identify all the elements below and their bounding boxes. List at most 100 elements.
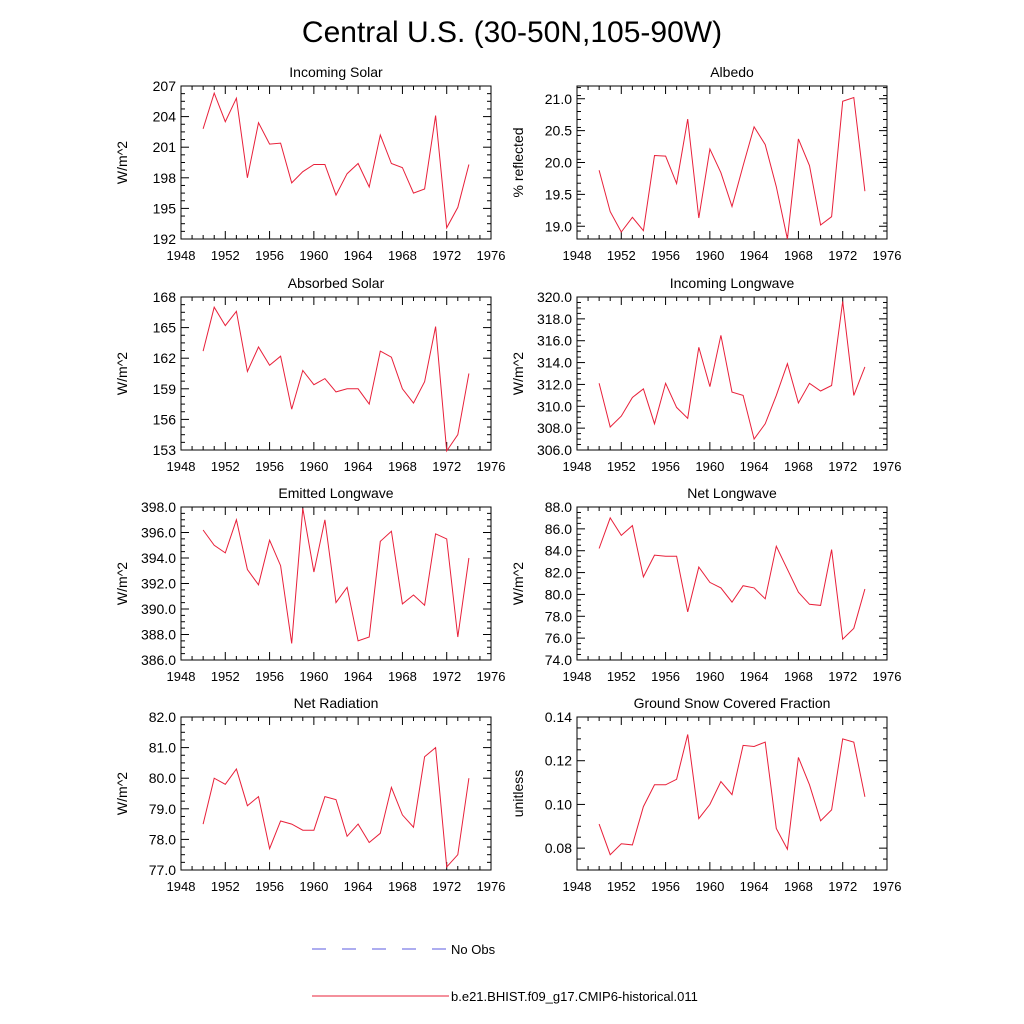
x-tick-label: 1956 (255, 669, 284, 684)
panel-2: Absorbed Solar W/m^2 1948 1952 1956 1960 1964 1… (114, 275, 505, 474)
x-tick-label: 1948 (563, 459, 592, 474)
panel-6: Net Radiation W/m^2 1948 1952 1956 1960 1964 19… (114, 695, 505, 894)
y-tick-label: 153 (153, 442, 177, 458)
series-line (202, 91, 470, 230)
x-tick-label: 1956 (651, 669, 680, 684)
y-tick-label: 398.0 (141, 499, 176, 515)
legend-label: No Obs (451, 942, 496, 957)
x-tick-label: 1976 (477, 248, 506, 263)
y-axis-label: W/m^2 (510, 562, 526, 605)
x-tick-label: 1976 (873, 669, 902, 684)
x-tick-label: 1960 (299, 248, 328, 263)
panel-1: Albedo % reflected 1948 1952 1956 1960 1964 196… (510, 64, 901, 263)
x-tick-label: 1948 (167, 669, 196, 684)
y-tick-label: 168 (153, 289, 177, 305)
y-axis-label: unitless (510, 770, 526, 817)
y-tick-label: 78.0 (545, 608, 572, 624)
y-tick-label: 0.14 (545, 709, 572, 725)
y-tick-label: 80.0 (149, 770, 176, 786)
x-tick-label: 1956 (255, 879, 284, 894)
x-tick-label: 1964 (740, 248, 769, 263)
y-tick-label: 310.0 (537, 398, 572, 414)
panel-7: Ground Snow Covered Fraction unitless 1948… (510, 695, 901, 894)
series-line (598, 301, 866, 441)
y-tick-label: 388.0 (141, 627, 176, 643)
x-tick-label: 1956 (255, 248, 284, 263)
x-tick-label: 1976 (477, 669, 506, 684)
plot-frame (180, 85, 492, 240)
x-tick-label: 1948 (563, 669, 592, 684)
x-tick-label: 1976 (477, 879, 506, 894)
panels: Incoming Solar W/m^2 1948 1952 1956 1960 1964 1… (114, 64, 901, 894)
y-tick-label: 390.0 (141, 601, 176, 617)
x-tick-label: 1968 (784, 459, 813, 474)
x-tick-label: 1960 (299, 879, 328, 894)
x-tick-label: 1960 (299, 669, 328, 684)
x-tick-label: 1952 (607, 669, 636, 684)
y-axis-label: W/m^2 (510, 352, 526, 395)
x-tick-label: 1972 (828, 669, 857, 684)
y-tick-label: 312.0 (537, 376, 572, 392)
y-tick-label: 204 (153, 109, 177, 125)
y-tick-label: 19.0 (545, 218, 572, 234)
y-tick-label: 394.0 (141, 550, 176, 566)
y-tick-label: 77.0 (149, 862, 176, 878)
y-tick-label: 314.0 (537, 355, 572, 371)
x-tick-label: 1948 (167, 248, 196, 263)
x-tick-label: 1972 (432, 459, 461, 474)
x-tick-label: 1948 (563, 879, 592, 894)
plot-frame (576, 506, 888, 661)
y-tick-label: 392.0 (141, 576, 176, 592)
panel-title: Incoming Longwave (670, 275, 795, 291)
x-tick-label: 1960 (695, 879, 724, 894)
y-tick-label: 84.0 (545, 543, 572, 559)
y-tick-label: 0.10 (545, 796, 572, 812)
y-tick-label: 0.08 (545, 840, 572, 856)
x-tick-label: 1972 (432, 879, 461, 894)
x-tick-label: 1956 (255, 459, 284, 474)
panel-title: Absorbed Solar (288, 275, 385, 291)
y-tick-label: 82.0 (545, 565, 572, 581)
x-tick-label: 1964 (740, 879, 769, 894)
x-tick-label: 1964 (344, 459, 373, 474)
y-tick-label: 74.0 (545, 652, 572, 668)
panel-title: Ground Snow Covered Fraction (634, 695, 831, 711)
x-tick-label: 1956 (651, 459, 680, 474)
y-tick-label: 78.0 (149, 831, 176, 847)
x-tick-label: 1952 (211, 879, 240, 894)
x-tick-label: 1972 (432, 248, 461, 263)
y-tick-label: 306.0 (537, 442, 572, 458)
y-tick-label: 162 (153, 350, 177, 366)
x-tick-label: 1952 (607, 248, 636, 263)
x-tick-label: 1952 (607, 879, 636, 894)
y-tick-label: 201 (153, 139, 177, 155)
x-tick-label: 1964 (740, 459, 769, 474)
y-tick-label: 79.0 (149, 801, 176, 817)
y-tick-label: 308.0 (537, 420, 572, 436)
series-line (202, 746, 470, 869)
y-tick-label: 20.0 (545, 155, 572, 171)
series-line (598, 516, 866, 641)
panel-title: Net Radiation (294, 695, 379, 711)
y-axis-label: W/m^2 (114, 352, 130, 395)
y-tick-label: 0.12 (545, 753, 572, 769)
x-tick-label: 1976 (873, 248, 902, 263)
x-tick-label: 1972 (828, 248, 857, 263)
x-tick-label: 1964 (344, 669, 373, 684)
panel-3: Incoming Longwave W/m^2 1948 1952 1956 1960 19… (510, 275, 901, 474)
x-tick-label: 1956 (651, 879, 680, 894)
y-tick-label: 207 (153, 78, 177, 94)
x-tick-label: 1952 (607, 459, 636, 474)
x-tick-label: 1968 (388, 248, 417, 263)
y-tick-label: 86.0 (545, 521, 572, 537)
y-tick-label: 19.5 (545, 186, 572, 202)
y-tick-label: 195 (153, 200, 177, 216)
figure-title: Central U.S. (30-50N,105-90W) (302, 16, 722, 49)
y-axis-label: W/m^2 (114, 562, 130, 605)
x-tick-label: 1976 (477, 459, 506, 474)
x-tick-label: 1948 (167, 459, 196, 474)
x-tick-label: 1952 (211, 459, 240, 474)
y-tick-label: 192 (153, 231, 177, 247)
x-tick-label: 1968 (784, 879, 813, 894)
